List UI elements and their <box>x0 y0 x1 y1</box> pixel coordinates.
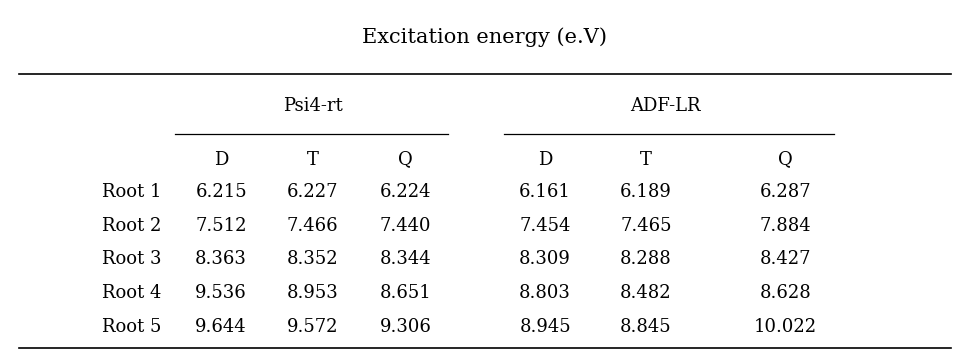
Text: 8.953: 8.953 <box>286 284 338 302</box>
Text: 6.224: 6.224 <box>379 184 431 201</box>
Text: 9.572: 9.572 <box>286 318 338 335</box>
Text: 8.651: 8.651 <box>379 284 431 302</box>
Text: 8.309: 8.309 <box>518 251 571 268</box>
Text: 6.287: 6.287 <box>759 184 811 201</box>
Text: Excitation energy (e.V): Excitation energy (e.V) <box>362 27 607 47</box>
Text: 6.215: 6.215 <box>195 184 247 201</box>
Text: Root 5: Root 5 <box>102 318 161 335</box>
Text: 8.803: 8.803 <box>518 284 571 302</box>
Text: D: D <box>214 151 228 168</box>
Text: 6.161: 6.161 <box>518 184 571 201</box>
Text: Root 1: Root 1 <box>102 184 161 201</box>
Text: 8.288: 8.288 <box>619 251 672 268</box>
Text: Root 4: Root 4 <box>102 284 161 302</box>
Text: 8.628: 8.628 <box>759 284 811 302</box>
Text: 7.512: 7.512 <box>195 217 247 235</box>
Text: 6.227: 6.227 <box>286 184 338 201</box>
Text: 7.454: 7.454 <box>519 217 570 235</box>
Text: Root 2: Root 2 <box>102 217 161 235</box>
Text: 9.536: 9.536 <box>195 284 247 302</box>
Text: 7.440: 7.440 <box>379 217 431 235</box>
Text: 8.482: 8.482 <box>619 284 672 302</box>
Text: 8.427: 8.427 <box>759 251 811 268</box>
Text: 6.189: 6.189 <box>619 184 672 201</box>
Text: 8.352: 8.352 <box>286 251 338 268</box>
Text: 8.945: 8.945 <box>518 318 571 335</box>
Text: 8.344: 8.344 <box>379 251 431 268</box>
Text: 9.644: 9.644 <box>195 318 247 335</box>
Text: ADF-LR: ADF-LR <box>630 97 700 115</box>
Text: 7.465: 7.465 <box>619 217 672 235</box>
Text: Psi4-rt: Psi4-rt <box>283 97 343 115</box>
Text: 10.022: 10.022 <box>753 318 817 335</box>
Text: 8.845: 8.845 <box>619 318 672 335</box>
Text: 9.306: 9.306 <box>379 318 431 335</box>
Text: Q: Q <box>397 151 413 168</box>
Text: T: T <box>306 151 318 168</box>
Text: Q: Q <box>777 151 793 168</box>
Text: 7.884: 7.884 <box>759 217 811 235</box>
Text: D: D <box>538 151 551 168</box>
Text: Root 3: Root 3 <box>102 251 161 268</box>
Text: 7.466: 7.466 <box>286 217 338 235</box>
Text: T: T <box>640 151 651 168</box>
Text: 8.363: 8.363 <box>195 251 247 268</box>
